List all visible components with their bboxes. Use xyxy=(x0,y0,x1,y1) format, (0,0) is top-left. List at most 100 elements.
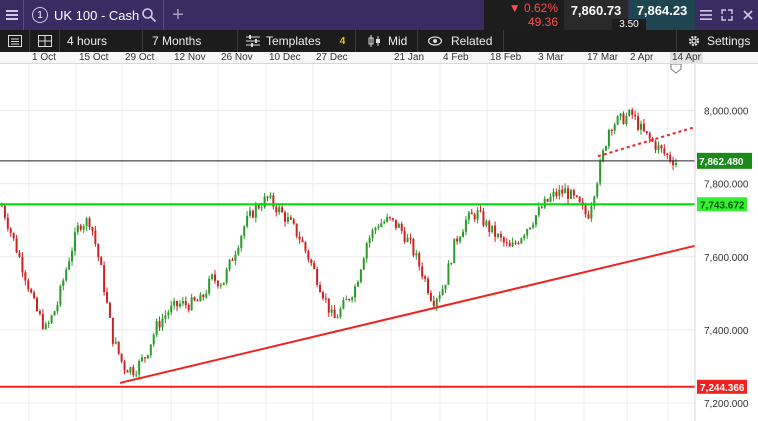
candle-body xyxy=(6,217,9,229)
candle-body xyxy=(18,252,21,257)
expand-icon[interactable] xyxy=(716,0,737,30)
candle-body xyxy=(216,280,219,287)
price-type-dropdown[interactable]: Mid xyxy=(356,30,418,52)
candle-body xyxy=(316,268,319,285)
candle-body xyxy=(534,215,537,225)
candle-body xyxy=(199,294,202,302)
candle-body xyxy=(167,312,170,316)
candle-body xyxy=(103,265,106,292)
candle-body xyxy=(599,161,602,184)
candle-body xyxy=(517,242,520,244)
candle-body xyxy=(432,300,435,306)
candle-body xyxy=(558,189,561,196)
date-label: 3 Mar xyxy=(538,52,564,63)
candle-body xyxy=(637,116,640,130)
candle-body xyxy=(441,289,444,296)
candle-body xyxy=(53,311,56,316)
candle-body xyxy=(403,230,406,242)
candle-body xyxy=(249,210,252,216)
price-axis-label: 7,600.000 xyxy=(704,253,749,264)
candle-body xyxy=(435,298,438,306)
eye-icon xyxy=(428,36,442,46)
interval-label: 4 hours xyxy=(67,34,108,48)
search-icon[interactable] xyxy=(141,7,157,23)
date-label: 27 Dec xyxy=(316,52,348,63)
candle-body xyxy=(126,370,129,373)
close-icon[interactable] xyxy=(737,0,758,30)
candle-body xyxy=(552,191,555,197)
candle-body xyxy=(438,295,441,299)
candle-body xyxy=(642,123,645,132)
change-points: 49.36 xyxy=(527,15,558,29)
candle-body xyxy=(645,131,648,134)
date-axis: 1 Oct 15 Oct 29 Oct 12 Nov 26 Nov 10 Dec… xyxy=(0,52,758,64)
candle-body xyxy=(164,315,167,319)
date-label: 1 Oct xyxy=(32,52,56,63)
candle-body xyxy=(532,224,535,228)
candle-body xyxy=(526,229,529,236)
candle-body xyxy=(476,210,479,220)
candle-body xyxy=(85,218,88,227)
candle-body xyxy=(660,145,663,149)
candle-body xyxy=(333,309,336,319)
candle-body xyxy=(3,205,6,218)
candle-body xyxy=(462,231,465,238)
candle-body xyxy=(321,292,324,299)
candle-body xyxy=(356,281,359,287)
layout-button[interactable] xyxy=(30,30,60,52)
related-button[interactable]: Related xyxy=(418,30,504,52)
current-date-label: 14 Apr xyxy=(670,52,703,64)
candle-body xyxy=(578,196,581,203)
candle-body xyxy=(173,300,176,306)
change-percent: ▼ 0.62% xyxy=(508,1,558,15)
candle-body xyxy=(502,237,505,243)
candle-body xyxy=(272,195,275,207)
settings-button[interactable]: Settings xyxy=(676,30,758,52)
instrument-tab[interactable]: 1 UK 100 - Cash xyxy=(24,0,164,30)
hamburger-menu-button[interactable] xyxy=(0,0,24,30)
candle-body xyxy=(324,298,327,300)
interval-dropdown[interactable]: 4 hours xyxy=(60,30,143,52)
candle-body xyxy=(27,280,30,290)
candle-body xyxy=(400,223,403,231)
price-chart[interactable]: 7,743.672 7,244.366 7,862.480 8,000.000 7,8… xyxy=(0,64,758,421)
candle-body xyxy=(374,227,377,231)
candle-body xyxy=(499,233,502,238)
candle-body xyxy=(36,298,39,312)
candle-body xyxy=(520,238,523,244)
candle-body xyxy=(146,355,149,359)
candle-body xyxy=(187,305,190,311)
candle-body xyxy=(616,116,619,125)
candle-body xyxy=(485,221,488,226)
range-dropdown[interactable]: 7 Months xyxy=(143,30,238,52)
candle-body xyxy=(281,207,284,213)
candle-body xyxy=(289,217,292,220)
candle-body xyxy=(564,188,567,194)
panel-toggle-button[interactable] xyxy=(0,30,30,52)
candle-body xyxy=(228,259,231,270)
candlestick-icon xyxy=(368,35,380,47)
date-label: 15 Oct xyxy=(79,52,109,63)
price-axis-label: 8,000.000 xyxy=(704,107,749,118)
candle-body xyxy=(286,217,289,222)
templates-button[interactable]: Templates 4 xyxy=(238,30,356,52)
candle-body xyxy=(330,309,333,313)
price-axis-label: 7,800.000 xyxy=(704,180,749,191)
templates-label: Templates xyxy=(266,34,321,48)
candle-body xyxy=(307,250,310,260)
add-tab-icon[interactable]: + xyxy=(172,3,184,26)
candle-body xyxy=(202,294,205,298)
candle-body xyxy=(263,196,266,208)
candle-body xyxy=(342,300,345,309)
candle-body xyxy=(205,293,208,298)
candle-body xyxy=(491,225,494,232)
candle-body xyxy=(511,242,514,247)
date-label: 29 Oct xyxy=(125,52,155,63)
candle-body xyxy=(639,123,642,130)
candle-body xyxy=(213,274,216,281)
candle-body xyxy=(246,215,249,227)
candle-body xyxy=(106,291,109,303)
chart-grid-icon[interactable] xyxy=(695,0,716,30)
candle-body xyxy=(590,206,593,219)
candle-body xyxy=(327,298,330,313)
